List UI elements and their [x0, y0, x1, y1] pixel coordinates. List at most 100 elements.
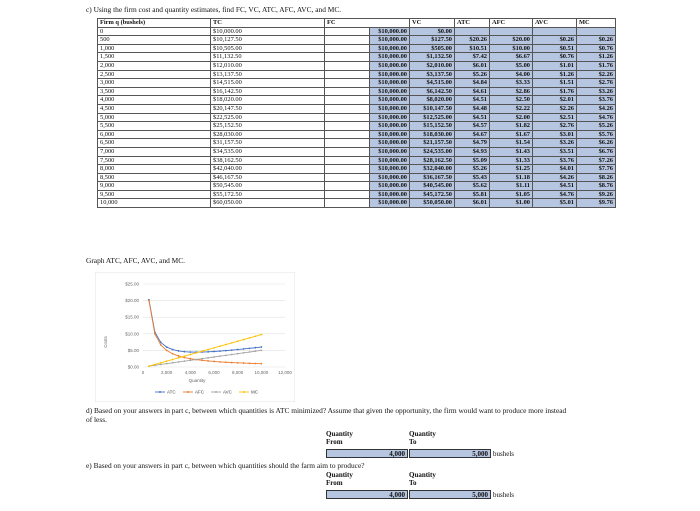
table-cell[interactable]: $7.26 [576, 155, 616, 166]
table-cell[interactable]: $1.05 [489, 189, 533, 200]
table-cell[interactable]: $3.76 [532, 155, 577, 166]
table-cell[interactable]: $2.50 [489, 95, 533, 105]
table-cell[interactable]: $50,050.00 [409, 198, 455, 209]
table-cell[interactable]: $10,000.00 [369, 181, 410, 191]
table-cell[interactable]: $4.00 [489, 69, 533, 80]
table-cell[interactable]: $10,000.00 [369, 138, 410, 148]
table-cell[interactable]: $36,167.50 [409, 172, 455, 183]
table-cell[interactable]: $5.26 [576, 121, 616, 131]
table-cell[interactable]: $10,000.00 [369, 155, 410, 166]
table-cell[interactable]: $1.67 [489, 129, 533, 140]
table-cell[interactable]: $5.81 [454, 189, 490, 200]
table-cell[interactable]: $1.01 [532, 60, 577, 71]
table-cell[interactable]: $28,162.50 [409, 155, 455, 166]
table-cell[interactable]: $4.79 [454, 138, 490, 148]
table-cell[interactable]: $6.67 [489, 52, 533, 62]
table-cell[interactable]: $10,000.00 [369, 60, 410, 71]
table-cell[interactable]: $1.43 [489, 146, 533, 157]
table-cell[interactable]: $10,000.00 [369, 112, 410, 123]
table-cell[interactable]: $1.11 [489, 181, 533, 191]
table-cell[interactable]: $4.76 [532, 189, 577, 200]
table-cell[interactable]: $0.76 [576, 43, 616, 54]
table-cell[interactable]: $2.86 [489, 86, 533, 97]
table-cell[interactable]: $4.67 [454, 129, 490, 140]
table-cell[interactable]: $0.76 [532, 52, 577, 62]
table-cell[interactable]: $10,000.00 [369, 198, 410, 209]
table-cell[interactable]: $3.26 [532, 138, 577, 148]
table-cell[interactable]: $24,535.00 [409, 146, 455, 157]
table-cell[interactable]: $3.51 [532, 146, 577, 157]
table-cell[interactable]: $1,132.50 [409, 52, 455, 62]
table-cell[interactable]: $3.33 [489, 78, 533, 88]
table-cell[interactable]: $5.26 [454, 69, 490, 80]
table-cell[interactable]: $6.01 [454, 198, 490, 209]
table-cell[interactable]: $2.01 [532, 95, 577, 105]
table-cell[interactable]: $10.51 [454, 43, 490, 54]
table-cell[interactable]: $4.61 [454, 86, 490, 97]
table-cell[interactable]: $0.51 [532, 43, 577, 54]
table-cell[interactable]: $505.00 [409, 43, 455, 54]
table-cell[interactable]: $10,000.00 [369, 172, 410, 183]
table-cell[interactable]: $10,000.00 [369, 78, 410, 88]
table-cell[interactable]: $8.26 [576, 172, 616, 183]
table-cell[interactable]: $10,000.00 [369, 35, 410, 45]
table-cell[interactable]: $5.09 [454, 155, 490, 166]
table-cell[interactable]: $5.62 [454, 181, 490, 191]
table-cell[interactable]: $1.00 [489, 198, 533, 209]
table-cell[interactable]: $3,137.50 [409, 69, 455, 80]
table-cell[interactable]: $32,040.00 [409, 164, 455, 174]
table-cell[interactable]: $1.82 [489, 121, 533, 131]
table-cell[interactable]: $0.26 [576, 35, 616, 45]
table-cell[interactable]: $4.51 [454, 112, 490, 123]
table-cell[interactable]: $10,000.00 [369, 43, 410, 54]
table-cell[interactable]: $2.26 [576, 69, 616, 80]
table-cell[interactable]: $4.51 [454, 95, 490, 105]
table-cell[interactable]: $6.26 [576, 138, 616, 148]
table-cell[interactable]: $5.76 [576, 129, 616, 140]
table-cell[interactable]: $3.01 [532, 129, 577, 140]
table-cell[interactable]: $21,157.50 [409, 138, 455, 148]
table-cell[interactable]: $10,000.00 [369, 121, 410, 131]
table-cell[interactable]: $12,525.00 [409, 112, 455, 123]
table-cell[interactable]: $1.76 [532, 86, 577, 97]
table-cell[interactable]: $10,147.50 [409, 103, 455, 114]
table-cell[interactable]: $8.76 [576, 181, 616, 191]
table-cell[interactable]: $10,000.00 [369, 86, 410, 97]
table-cell[interactable]: $2.76 [576, 78, 616, 88]
table-cell[interactable]: $3.26 [576, 86, 616, 97]
table-cell[interactable]: $7.42 [454, 52, 490, 62]
table-cell[interactable]: $1.18 [489, 172, 533, 183]
table-cell[interactable]: $8,020.00 [409, 95, 455, 105]
table-cell[interactable]: $4.26 [576, 103, 616, 114]
table-cell[interactable]: $5.01 [532, 198, 577, 209]
table-cell[interactable]: $10,000.00 [369, 189, 410, 200]
table-cell[interactable]: $10,000.00 [369, 129, 410, 140]
table-cell[interactable]: $5.26 [454, 164, 490, 174]
part-e-to-input[interactable]: 5,000 [409, 490, 491, 499]
table-cell[interactable]: $3.76 [576, 95, 616, 105]
table-cell[interactable]: $4,515.00 [409, 78, 455, 88]
table-cell[interactable]: $10,000.00 [369, 26, 410, 37]
table-cell[interactable]: $4.51 [532, 181, 577, 191]
table-cell[interactable]: $10,000.00 [369, 103, 410, 114]
table-cell[interactable]: $4.48 [454, 103, 490, 114]
table-cell[interactable]: $127.50 [409, 35, 455, 45]
table-cell[interactable]: $2.00 [489, 112, 533, 123]
table-cell[interactable]: $4.26 [532, 172, 577, 183]
table-cell[interactable]: $6,142.50 [409, 86, 455, 97]
table-cell[interactable]: $45,172.50 [409, 189, 455, 200]
table-cell[interactable]: $10.00 [489, 43, 533, 54]
table-cell[interactable]: $1.26 [532, 69, 577, 80]
table-cell[interactable]: $2.26 [532, 103, 577, 114]
table-cell[interactable]: $4.93 [454, 146, 490, 157]
table-cell[interactable]: $1.33 [489, 155, 533, 166]
table-cell[interactable] [454, 26, 490, 37]
table-cell[interactable]: $0.00 [409, 26, 455, 37]
table-cell[interactable] [489, 26, 533, 37]
part-e-from-input[interactable]: 4,000 [326, 490, 408, 499]
table-cell[interactable]: $18,030.00 [409, 129, 455, 140]
table-cell[interactable]: $15,152.50 [409, 121, 455, 131]
table-cell[interactable]: $5.43 [454, 172, 490, 183]
table-cell[interactable]: $1.51 [532, 78, 577, 88]
table-cell[interactable]: $0.26 [532, 35, 577, 45]
